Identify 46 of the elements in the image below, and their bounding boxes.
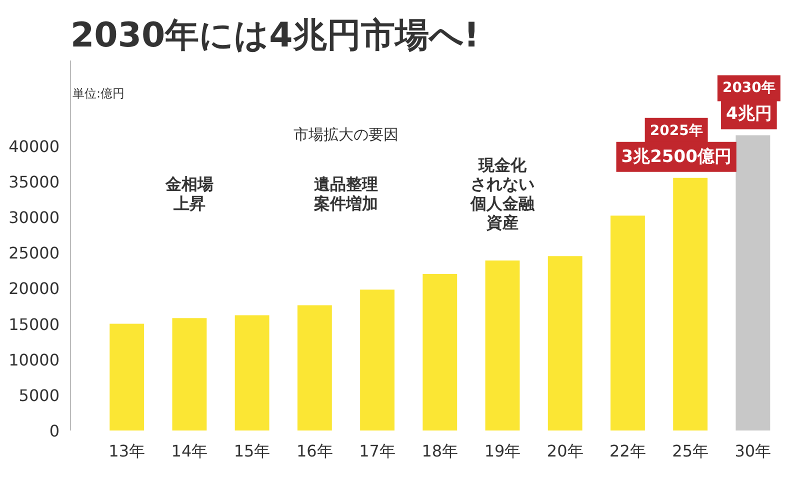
bar xyxy=(172,318,207,430)
annotation: 市場拡大の要因 xyxy=(293,126,398,144)
text: 遺品整理 xyxy=(314,174,378,194)
y-tick-label: 15000 xyxy=(8,314,60,334)
x-tick-label: 16年 xyxy=(296,442,333,460)
bar xyxy=(297,305,332,430)
chart-title: 2030年には4兆円市場へ! xyxy=(70,16,480,56)
x-tick-label: 22年 xyxy=(610,442,646,460)
text: 金相場 xyxy=(165,174,214,194)
bar xyxy=(110,324,144,430)
x-tick-label: 17年 xyxy=(359,442,396,460)
x-tick-label: 20年 xyxy=(546,442,584,460)
y-tick-label: 0 xyxy=(49,422,60,440)
text: 上昇 xyxy=(173,194,206,213)
y-tick-label: 25000 xyxy=(8,244,60,263)
text: 案件増加 xyxy=(314,194,378,213)
y-tick-label: 35000 xyxy=(8,172,60,192)
text: 現金化 xyxy=(478,155,526,174)
x-tick-label: 18年 xyxy=(422,442,458,460)
y-tick-label: 20000 xyxy=(8,279,60,298)
bar xyxy=(234,315,270,430)
bar xyxy=(673,178,708,430)
bar xyxy=(610,216,645,430)
x-tick-label: 19年 xyxy=(484,442,521,460)
text: 資産 xyxy=(486,213,518,232)
y-tick-label: 40000 xyxy=(8,136,60,156)
x-tick-label: 15年 xyxy=(234,442,270,460)
y-tick-label: 30000 xyxy=(8,208,60,228)
annotation: 3兆2500億円 xyxy=(621,146,732,167)
annotation: 2025年 xyxy=(650,122,703,139)
bar xyxy=(422,274,458,430)
text: されない xyxy=(470,174,534,194)
y-tick-label: 5000 xyxy=(18,386,60,405)
bar xyxy=(360,290,394,430)
bar xyxy=(485,260,520,430)
bar xyxy=(548,256,582,430)
annotation: 2030年 xyxy=(722,80,776,96)
x-tick-label: 13年 xyxy=(108,442,146,460)
y-axis-title: 単位:億円 xyxy=(72,86,125,100)
y-tick-label: 10000 xyxy=(8,350,60,370)
text: 個人金融 xyxy=(470,194,534,213)
x-tick-label: 14年 xyxy=(171,442,208,460)
bar xyxy=(736,135,770,430)
annotation: 4兆円 xyxy=(726,104,772,124)
x-tick-label: 25年 xyxy=(672,442,709,460)
x-tick-label: 30年 xyxy=(734,442,772,460)
